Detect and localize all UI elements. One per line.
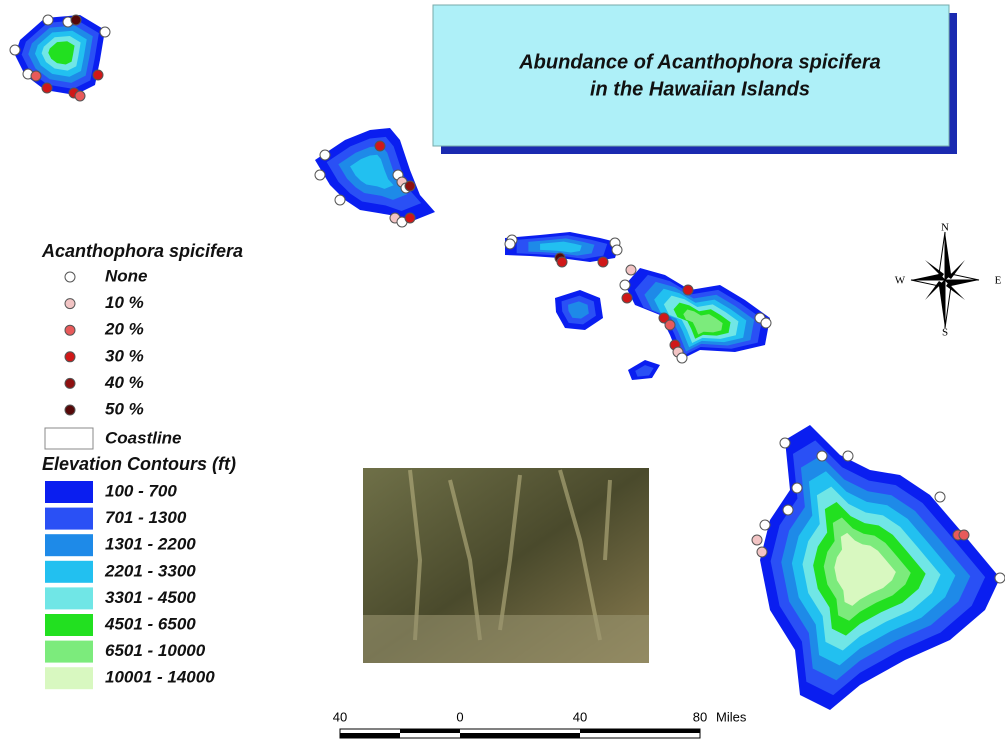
site-marker xyxy=(792,483,802,493)
legend-label: 3301 - 4500 xyxy=(105,588,196,607)
legend-label: Coastline xyxy=(105,428,182,447)
legend-label: 10001 - 14000 xyxy=(105,668,215,687)
coastline-swatch xyxy=(45,428,93,449)
site-marker xyxy=(10,45,20,55)
legend-label: 1301 - 2200 xyxy=(105,535,196,554)
site-marker xyxy=(760,520,770,530)
site-marker xyxy=(71,15,81,25)
title: in the Hawaiian Islands xyxy=(590,78,810,100)
legend: Acanthophora spicifera Coastline Elevati… xyxy=(41,241,243,689)
legend-title: Acanthophora spicifera xyxy=(41,241,243,261)
site-marker xyxy=(612,245,622,255)
legend-marker xyxy=(65,352,75,362)
site-marker xyxy=(557,257,567,267)
scale-label: 40 xyxy=(333,709,347,724)
site-marker xyxy=(757,547,767,557)
title-box xyxy=(433,5,949,146)
elevation-swatch xyxy=(45,534,93,556)
legend-marker xyxy=(65,405,75,415)
legend-label: 100 - 700 xyxy=(105,481,177,500)
legend-label: 20 % xyxy=(104,320,144,339)
site-marker xyxy=(100,27,110,37)
site-marker xyxy=(405,181,415,191)
site-marker xyxy=(42,83,52,93)
scale-label: 0 xyxy=(456,709,463,724)
site-marker xyxy=(959,530,969,540)
scale-label: 80 xyxy=(693,709,707,724)
site-marker xyxy=(995,573,1005,583)
legend-label: 10 % xyxy=(105,293,144,312)
site-marker xyxy=(620,280,630,290)
title: Abundance of Acanthophora spicifera xyxy=(518,51,881,73)
site-marker xyxy=(405,213,415,223)
site-marker xyxy=(683,285,693,295)
site-marker xyxy=(780,438,790,448)
legend-label: 701 - 1300 xyxy=(105,508,187,527)
elevation-swatch xyxy=(45,481,93,503)
scale-label: 40 xyxy=(573,709,587,724)
site-marker xyxy=(626,265,636,275)
site-marker xyxy=(843,451,853,461)
site-marker xyxy=(761,318,771,328)
legend-label: 30 % xyxy=(105,346,144,365)
legend-label: 6501 - 10000 xyxy=(105,641,206,660)
site-marker xyxy=(320,150,330,160)
site-marker xyxy=(375,141,385,151)
site-marker xyxy=(783,505,793,515)
elevation-swatch xyxy=(45,508,93,530)
site-marker xyxy=(677,353,687,363)
site-marker xyxy=(598,257,608,267)
site-marker xyxy=(75,91,85,101)
elevation-swatch xyxy=(45,587,93,609)
photo xyxy=(363,468,649,663)
map: Abundance of Acanthophora spicifera in t… xyxy=(0,0,1005,742)
legend-label: 4501 - 6500 xyxy=(104,614,196,633)
legend-marker xyxy=(65,272,75,282)
site-marker xyxy=(622,293,632,303)
legend-label: 50 % xyxy=(105,399,144,418)
compass-s: S xyxy=(942,327,948,339)
site-marker xyxy=(315,170,325,180)
elevation-swatch xyxy=(45,561,93,583)
legend-title: Elevation Contours (ft) xyxy=(42,454,236,474)
site-marker xyxy=(935,492,945,502)
compass-e: E xyxy=(995,275,1002,287)
legend-marker xyxy=(65,325,75,335)
site-marker xyxy=(335,195,345,205)
legend-marker xyxy=(65,299,75,309)
elevation-swatch xyxy=(45,641,93,663)
site-marker xyxy=(752,535,762,545)
site-marker xyxy=(31,71,41,81)
scale-bar xyxy=(340,729,700,738)
compass-n: N xyxy=(941,222,949,234)
elevation-swatch xyxy=(45,614,93,636)
compass-w: W xyxy=(895,275,906,287)
site-marker xyxy=(817,451,827,461)
site-marker xyxy=(43,15,53,25)
scale-unit: Miles xyxy=(716,709,747,724)
legend-label: 2201 - 3300 xyxy=(104,561,196,580)
legend-marker xyxy=(65,378,75,388)
site-marker xyxy=(665,320,675,330)
compass xyxy=(911,232,979,328)
site-marker xyxy=(93,70,103,80)
legend-label: 40 % xyxy=(104,373,144,392)
legend-label: None xyxy=(105,266,148,285)
site-marker xyxy=(505,239,515,249)
elevation-swatch xyxy=(45,667,93,689)
